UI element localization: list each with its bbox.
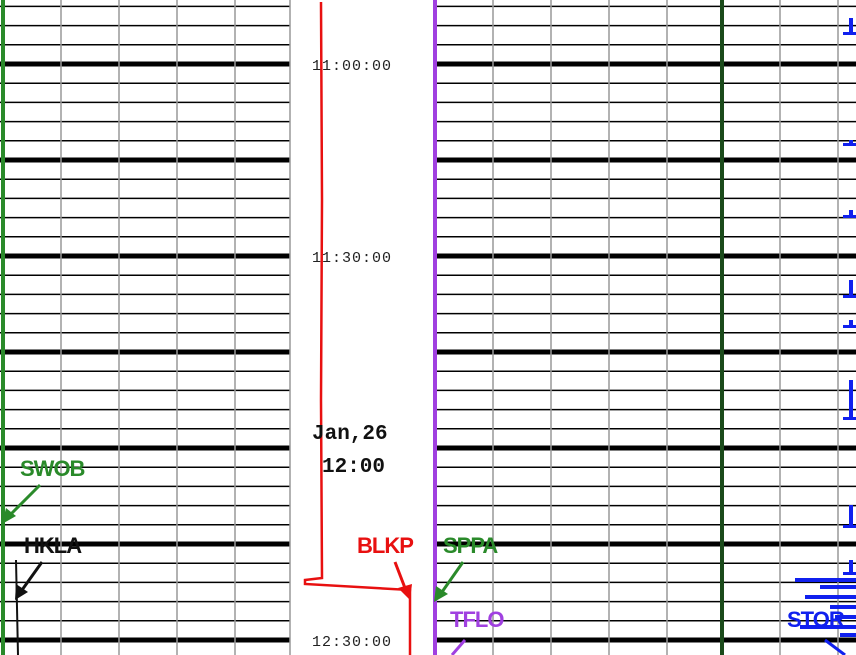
arrow xyxy=(440,561,465,593)
train-mark xyxy=(820,585,856,589)
arrow-head xyxy=(15,584,28,600)
train-mark xyxy=(843,215,856,218)
station-label: STOR xyxy=(787,607,845,632)
arrow xyxy=(450,639,467,655)
train-mark xyxy=(849,18,853,35)
station-label: SPPA xyxy=(443,533,498,558)
date-label: Jan,26 xyxy=(312,423,388,446)
date-time-label: 12:00 xyxy=(322,456,385,479)
train-mark xyxy=(843,525,856,528)
stor-train xyxy=(795,18,856,637)
arrow xyxy=(393,561,407,589)
train-mark xyxy=(843,32,856,35)
arrow xyxy=(824,638,846,655)
train-mark xyxy=(843,295,856,298)
train-mark xyxy=(835,615,856,619)
station-label: HKLA xyxy=(24,533,82,558)
arrow xyxy=(20,561,44,591)
arrow xyxy=(8,483,42,517)
station-label: BLKP xyxy=(357,533,413,558)
arrow-head xyxy=(398,584,412,600)
arrow-head xyxy=(2,508,16,524)
train-mark xyxy=(849,320,853,328)
train-mark xyxy=(843,325,856,328)
train-mark xyxy=(849,560,853,575)
train-mark xyxy=(830,605,856,609)
arrow-head xyxy=(434,586,448,602)
train-mark xyxy=(800,625,856,629)
time-label: 12:30:00 xyxy=(312,634,392,651)
hkla-train xyxy=(15,559,19,655)
train-mark xyxy=(849,505,853,528)
train-mark xyxy=(843,143,856,146)
train-mark xyxy=(849,210,853,218)
time-label: 11:00:00 xyxy=(312,58,392,75)
train-mark xyxy=(843,417,856,420)
station-label: SWOB xyxy=(20,456,85,481)
train-mark xyxy=(795,578,856,582)
train-mark xyxy=(805,595,856,599)
blkp-train xyxy=(303,1,412,655)
train-mark xyxy=(843,572,856,575)
station-label: TFLO xyxy=(450,607,504,632)
time-label: 11:30:00 xyxy=(312,250,392,267)
train-mark xyxy=(849,380,853,420)
train-mark xyxy=(840,633,856,637)
train-mark xyxy=(849,280,853,298)
